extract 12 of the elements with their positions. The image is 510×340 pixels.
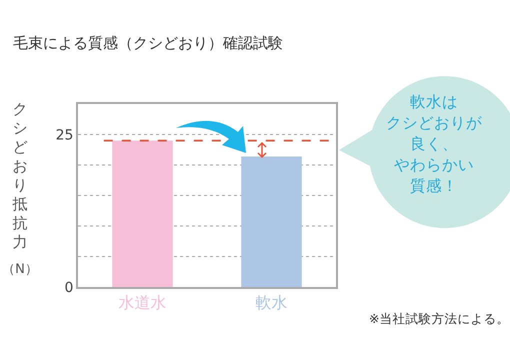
text: ※当社試験方法による。 <box>369 311 510 326</box>
chart-title: 毛束による質感（クシどおり）確認試験 <box>12 34 283 52</box>
text: やわらかい <box>393 155 475 176</box>
text: 軟水は <box>409 92 459 113</box>
x-tick-label: 水道水 <box>118 292 166 312</box>
y-tick-label: 25 <box>56 127 74 144</box>
text: 良く、 <box>409 134 459 155</box>
y-tick-label: 0 <box>64 280 74 296</box>
text: クシどおりが <box>385 113 483 134</box>
text: クシどおり抵抗力（N） <box>2 100 38 277</box>
text: 質感！ <box>409 176 459 197</box>
x-tick-label: 軟水 <box>256 292 288 312</box>
